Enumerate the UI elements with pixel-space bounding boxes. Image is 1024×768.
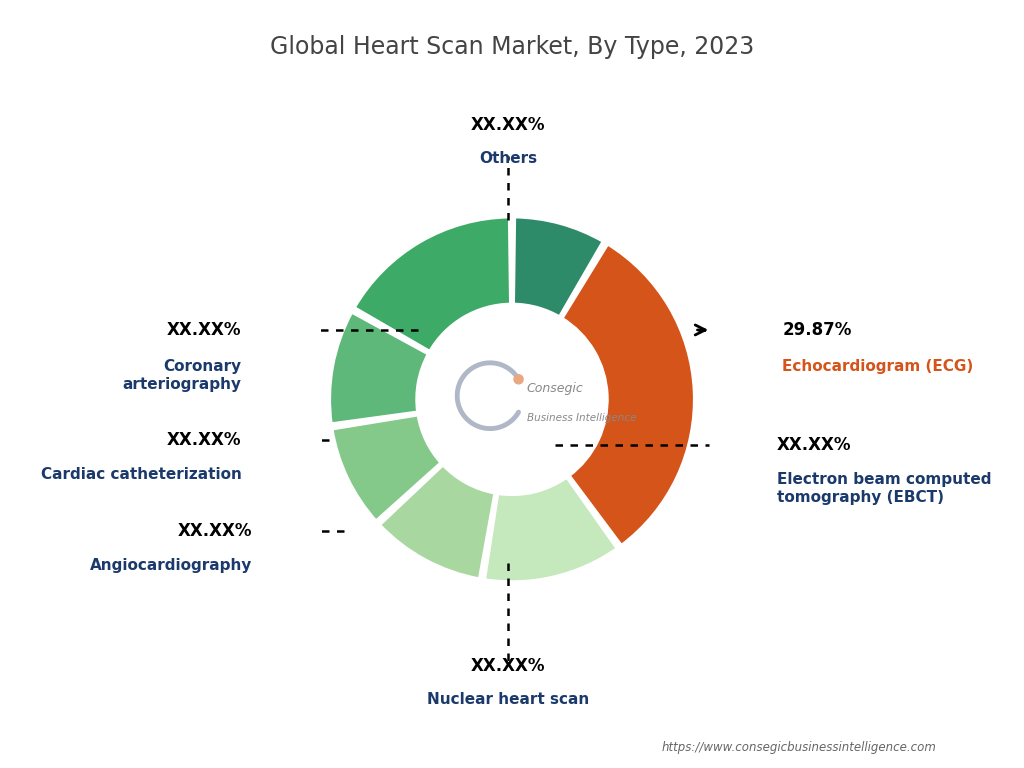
Text: XX.XX%: XX.XX% [471,657,546,675]
Wedge shape [513,217,603,317]
Text: Cardiac catheterization: Cardiac catheterization [41,467,242,482]
Text: XX.XX%: XX.XX% [777,436,851,454]
Text: XX.XX%: XX.XX% [167,431,242,449]
Text: Business Intelligence: Business Intelligence [526,412,636,422]
Wedge shape [484,477,617,582]
Text: Global Heart Scan Market, By Type, 2023: Global Heart Scan Market, By Type, 2023 [270,35,754,58]
Text: XX.XX%: XX.XX% [471,117,546,134]
Wedge shape [330,312,429,424]
Wedge shape [332,415,441,521]
Circle shape [514,375,523,384]
Text: Nuclear heart scan: Nuclear heart scan [427,692,590,707]
Text: Consegic: Consegic [526,382,584,395]
Text: Coronary
arteriography: Coronary arteriography [123,359,242,392]
Wedge shape [379,465,496,579]
Text: Others: Others [479,151,538,166]
Text: Echocardiogram (ECG): Echocardiogram (ECG) [782,359,974,374]
Text: https://www.consegicbusinessintelligence.com: https://www.consegicbusinessintelligence… [662,741,936,754]
Text: Electron beam computed
tomography (EBCT): Electron beam computed tomography (EBCT) [777,472,991,505]
Text: Angiocardiography: Angiocardiography [90,558,253,573]
Text: 29.87%: 29.87% [782,321,852,339]
Wedge shape [562,243,694,546]
Wedge shape [354,217,511,352]
Text: XX.XX%: XX.XX% [167,321,242,339]
Text: XX.XX%: XX.XX% [178,522,253,540]
Circle shape [417,304,607,495]
